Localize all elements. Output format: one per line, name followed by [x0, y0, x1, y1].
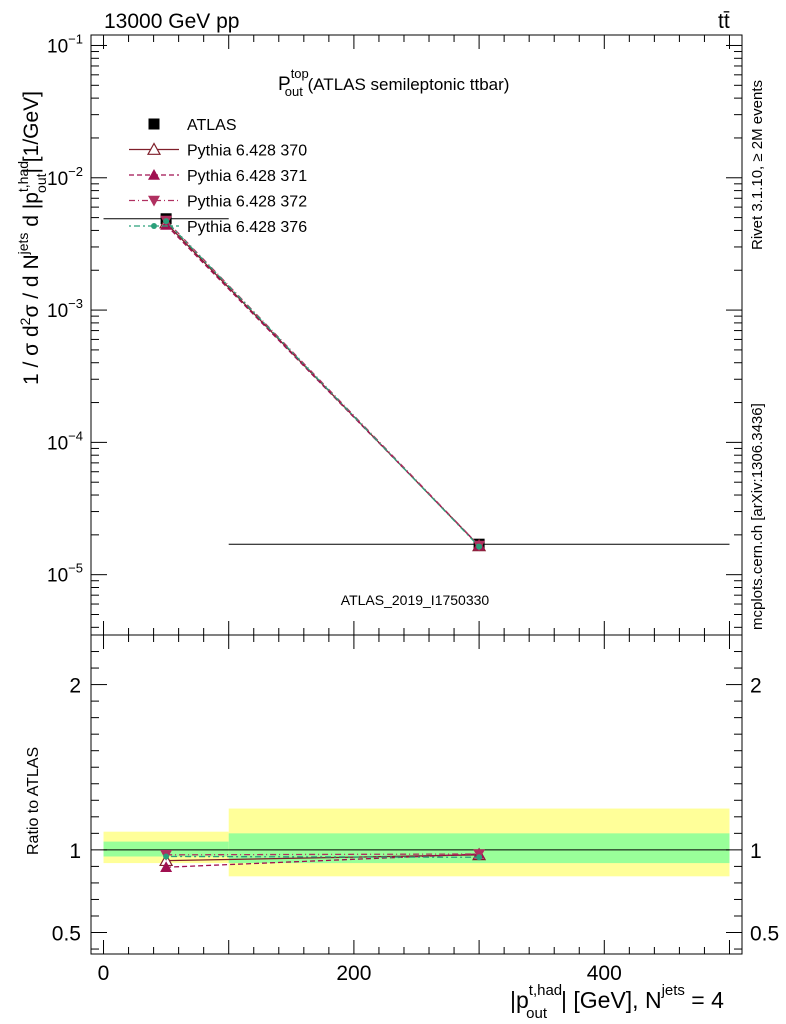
ratio-y-tick-label-left: 0.5 — [52, 923, 81, 946]
legend-marker-atlas — [148, 118, 160, 130]
legend-marker-2 — [148, 169, 160, 180]
ratio-y-tick-label-right: 2 — [750, 675, 762, 698]
ratio-line-1 — [166, 853, 480, 868]
main-series — [103, 213, 730, 552]
x-tick-label: 400 — [587, 962, 622, 985]
ratio-point-3 — [163, 853, 170, 860]
x-tick-label: 0 — [98, 962, 110, 985]
main-axis-ticks: 10−5 10−4 10−3 10−2 10−1 — [47, 31, 742, 635]
y-tick-label: 10−5 — [47, 561, 83, 587]
y-tick-label: 10−2 — [47, 164, 83, 190]
x-tick-label: 200 — [336, 962, 371, 985]
ratio-y-tick-label-left: 1 — [69, 840, 81, 863]
ratio-bands — [103, 808, 730, 877]
series-line-1 — [165, 222, 480, 547]
ratio-y-tick-label-left: 2 — [69, 675, 81, 698]
legend-marker-4 — [151, 223, 157, 229]
series-point-4 — [163, 218, 170, 225]
ratio-line-2 — [166, 853, 480, 856]
x-axis-label: |pt,had out| [GeV], Njets = 4 — [510, 982, 724, 1022]
process-label: tt̄ — [718, 10, 730, 33]
ratio-y-tick-label-right: 0.5 — [750, 923, 779, 946]
y-tick-label: 10−3 — [47, 296, 83, 322]
analysis-label: ATLAS_2019_I1750330 — [341, 592, 490, 608]
ratio-line-0 — [166, 854, 480, 862]
ratio-y-label: Ratio to ATLAS — [25, 747, 42, 855]
ratio-axis-ticks: 0.5 0.5 1 1 2 2 0 200 400 — [52, 635, 779, 985]
main-y-label: 1 / σ d2σ / d Njets d |pt,had out| [1/GeV… — [15, 91, 49, 385]
legend-label: Pythia 6.428 376 — [187, 219, 307, 236]
y-tick-label: 10−4 — [47, 428, 83, 454]
legend-marker-3 — [148, 195, 160, 207]
green-band — [103, 841, 229, 857]
mcplots-label: mcplots.cern.ch [arXiv:1306.3436] — [749, 403, 766, 630]
legend-label: Pythia 6.428 370 — [187, 143, 307, 160]
legend-marker-1 — [146, 142, 162, 155]
legend-label: Pythia 6.428 371 — [187, 168, 307, 185]
legend-label: ATLAS — [187, 117, 237, 134]
energy-label: 13000 GeV pp — [104, 10, 239, 33]
rivet-label: Rivet 3.1.10, ≥ 2M events — [749, 80, 766, 250]
legend-label: Pythia 6.428 372 — [187, 194, 307, 211]
ratio-line-3 — [166, 855, 480, 858]
y-tick-label: 10−1 — [47, 31, 83, 57]
legend: ATLAS Pythia 6.428 370 Pythia 6.428 371 Pyt… — [129, 117, 307, 236]
ratio-point-3 — [476, 854, 483, 861]
series-line-2 — [165, 224, 480, 547]
series-point-4 — [476, 543, 483, 550]
ratio-point-1 — [160, 861, 173, 873]
ratio-series — [159, 847, 487, 873]
main-title: Ptop out (ATLAS semileptonic ttbar) — [278, 66, 509, 99]
ratio-panel-frame — [90, 634, 743, 955]
ratio-y-tick-label-right: 1 — [750, 840, 762, 863]
series-line-4 — [165, 220, 480, 548]
